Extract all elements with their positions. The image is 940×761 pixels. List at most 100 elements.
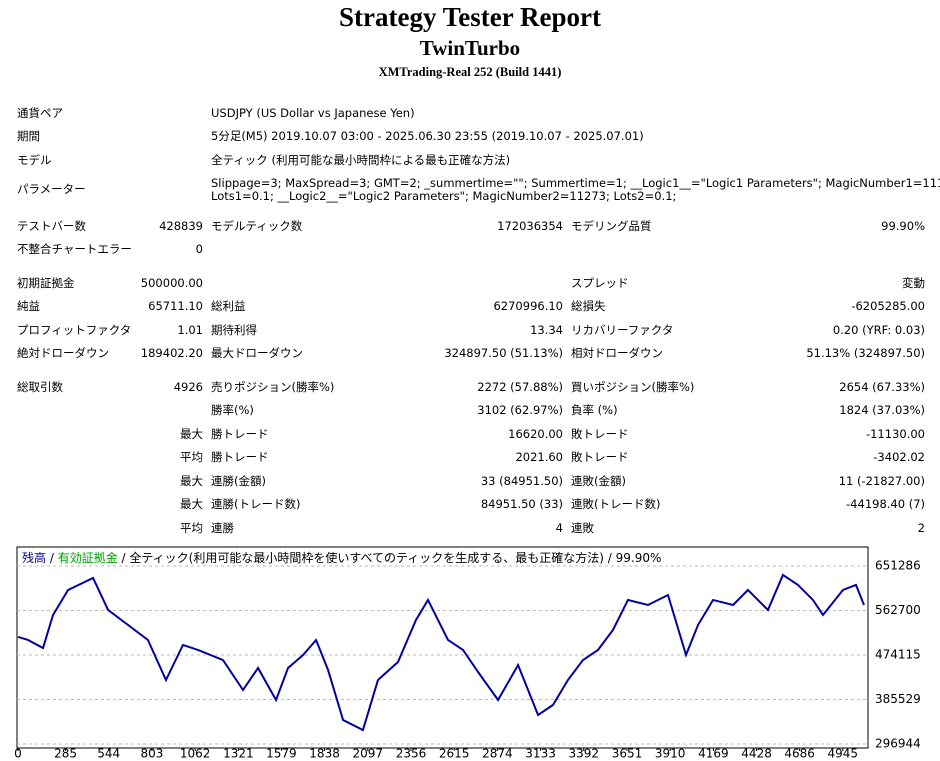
stat-value: 平均 <box>180 450 203 464</box>
x-tick-label: 2356 <box>396 747 427 761</box>
info-label: 通貨ペア <box>17 106 63 120</box>
stat-label: 敗トレード <box>571 427 629 441</box>
stat-value: 16620.00 <box>508 427 563 441</box>
x-tick-label: 2097 <box>353 747 384 761</box>
stat-value: -3402.02 <box>873 450 925 464</box>
stat-label: 勝トレード <box>211 450 269 464</box>
stat-label: 純益 <box>17 299 40 313</box>
stat-label: 連勝(トレード数) <box>211 497 301 511</box>
stat-value: 99.90% <box>881 219 925 233</box>
stat-label: 絶対ドローダウン <box>17 346 109 360</box>
x-tick-label: 3651 <box>612 747 643 761</box>
y-tick-label: 474115 <box>875 647 921 661</box>
stat-label: 連敗(金額) <box>571 474 626 488</box>
separator: / <box>604 551 616 565</box>
stat-value: 3102 (62.97%) <box>477 403 563 417</box>
separator: / <box>118 551 130 565</box>
x-tick-label: 1838 <box>309 747 340 761</box>
stat-label: スプレッド <box>571 276 629 290</box>
stat-label: 勝率(%) <box>211 403 254 417</box>
stat-label: テストバー数 <box>17 219 86 233</box>
stat-value: 2021.60 <box>515 450 563 464</box>
stat-label: 不整合チャートエラー <box>17 242 132 256</box>
stat-value: 最大 <box>180 497 203 511</box>
info-value: 5分足(M5) 2019.10.07 03:00 - 2025.06.30 23… <box>211 129 644 143</box>
stat-label: 売りポジション(勝率%) <box>211 380 335 394</box>
y-tick-label: 296944 <box>875 737 921 751</box>
x-tick-label: 4169 <box>698 747 729 761</box>
stat-value: 2 <box>917 521 925 535</box>
stat-value: 最大 <box>180 427 203 441</box>
separator: / <box>46 551 58 565</box>
stat-value: 4 <box>555 521 563 535</box>
stat-value: 428839 <box>159 219 203 233</box>
stat-value: 189402.20 <box>140 346 203 360</box>
info-value: Lots1=0.1; __Logic2__="Logic2 Parameters… <box>211 188 677 203</box>
stat-label: 期待利得 <box>211 323 257 337</box>
stat-value: 13.34 <box>530 323 563 337</box>
stat-value: 2272 (57.88%) <box>477 380 563 394</box>
legend-equity: 有効証拠金 <box>58 550 118 565</box>
balance-line <box>17 573 865 732</box>
stat-label: 連敗(トレード数) <box>571 497 661 511</box>
stat-value: 6270996.10 <box>493 299 563 313</box>
x-tick-label: 4428 <box>741 747 772 761</box>
stat-value: 変動 <box>902 276 925 290</box>
x-tick-label: 3133 <box>525 747 556 761</box>
y-tick-label: 385529 <box>875 692 921 706</box>
x-tick-label: 4945 <box>828 747 859 761</box>
stat-value: 1.01 <box>177 323 203 337</box>
stat-value: 172036354 <box>497 219 563 233</box>
stat-value: 324897.50 (51.13%) <box>444 346 563 360</box>
stat-value: 500000.00 <box>140 276 203 290</box>
stat-label: 負率 (%) <box>571 403 618 417</box>
x-tick-label: 2615 <box>439 747 470 761</box>
info-label: 期間 <box>17 129 40 143</box>
stat-value: 最大 <box>180 474 203 488</box>
stat-value: 0 <box>195 242 203 256</box>
x-tick-label: 1579 <box>266 747 297 761</box>
stat-value: 2654 (67.33%) <box>839 380 925 394</box>
stat-value: 33 (84951.50) <box>480 474 563 488</box>
stat-label: 相対ドローダウン <box>571 346 663 360</box>
stat-label: 連敗 <box>571 521 594 535</box>
x-tick-label: 544 <box>97 747 120 761</box>
stat-label: 最大ドローダウン <box>211 346 303 360</box>
stat-label: プロフィットファクタ <box>17 323 132 337</box>
x-tick-label: 3910 <box>655 747 686 761</box>
stat-label: 初期証拠金 <box>17 276 75 290</box>
stat-value: -11130.00 <box>865 427 925 441</box>
x-tick-label: 1062 <box>180 747 211 761</box>
stat-label: 勝トレード <box>211 427 269 441</box>
stat-label: 敗トレード <box>571 450 629 464</box>
stat-value: 51.13% (324897.50) <box>806 346 925 360</box>
stat-value: -44198.40 (7) <box>846 497 925 511</box>
chart-legend: 残高 / 有効証拠金 / 全ティック(利用可能な最小時間枠を使いすべてのティック… <box>22 550 661 565</box>
legend-balance: 残高 <box>22 550 46 565</box>
x-tick-label: 3392 <box>569 747 600 761</box>
x-tick-label: 2874 <box>482 747 513 761</box>
y-tick-label: 651286 <box>875 558 921 572</box>
chart-title: 全ティック(利用可能な最小時間枠を使いすべてのティックを生成する、最も正確な方法… <box>129 550 604 565</box>
chart-frame <box>16 546 869 749</box>
stat-value: 4926 <box>173 380 203 394</box>
info-label: モデル <box>17 153 52 167</box>
x-tick-label: 1321 <box>223 747 254 761</box>
report-subtitle: TwinTurbo <box>419 36 521 60</box>
stat-value: 65711.10 <box>148 299 203 313</box>
stat-label: 連勝 <box>211 521 234 535</box>
stat-value: 1824 (37.03%) <box>839 403 925 417</box>
report-title: Strategy Tester Report <box>339 2 601 32</box>
stat-label: モデルティック数 <box>211 219 303 233</box>
y-tick-label: 562700 <box>875 603 921 617</box>
stat-label: モデリング品質 <box>571 219 652 233</box>
info-value: Slippage=3; MaxSpread=3; GMT=2; _summert… <box>211 175 940 190</box>
x-tick-label: 4686 <box>784 747 815 761</box>
x-tick-label: 285 <box>54 747 77 761</box>
x-tick-label: 803 <box>140 747 163 761</box>
stat-value: 11 (-21827.00) <box>838 474 925 488</box>
stat-label: 連勝(金額) <box>211 474 266 488</box>
stat-label: 総利益 <box>211 299 246 313</box>
